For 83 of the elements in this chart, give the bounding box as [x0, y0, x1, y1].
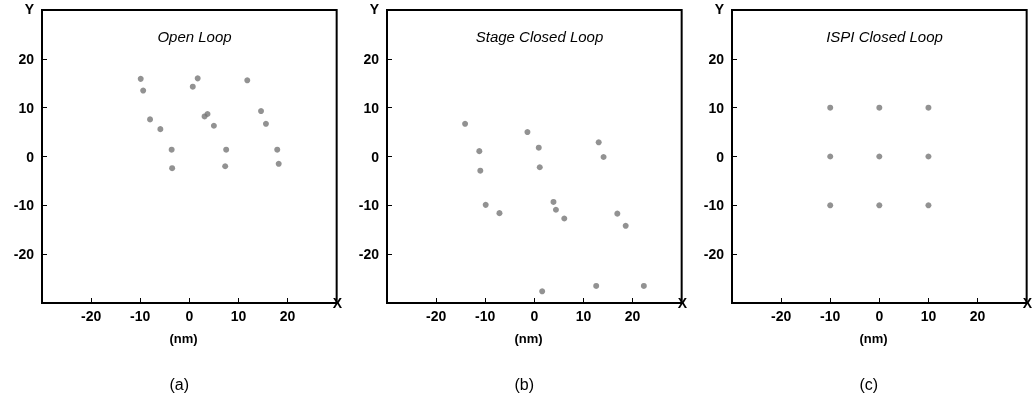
point — [876, 202, 883, 209]
text: Stage Closed Loop — [475, 28, 604, 45]
point — [462, 120, 469, 127]
point — [223, 146, 230, 153]
x-tick-label: -20 — [425, 308, 447, 324]
point — [552, 206, 559, 213]
y-tick-label: 0 — [371, 148, 380, 165]
point — [496, 210, 503, 217]
point — [595, 139, 602, 146]
point — [593, 282, 600, 289]
point — [476, 148, 483, 155]
x-tick-label: 20 — [624, 308, 641, 324]
y-tick-label: -10 — [358, 197, 380, 214]
point — [244, 77, 251, 84]
y-axis-title: Y — [714, 1, 725, 17]
x-tick-label: 10 — [920, 308, 937, 324]
text: (c) — [859, 375, 879, 393]
y-tick-label: -20 — [13, 246, 35, 263]
point — [524, 129, 531, 136]
text: (nm) — [169, 331, 198, 346]
x-tick-label: 0 — [530, 308, 539, 324]
y-tick-label: 0 — [26, 148, 35, 165]
y-tick-label: 10 — [18, 99, 35, 116]
point — [614, 210, 621, 217]
x-tick-label: -20 — [80, 308, 102, 324]
y-tick-label: -10 — [703, 197, 725, 214]
point — [535, 144, 542, 151]
point — [275, 160, 282, 167]
point — [640, 282, 647, 289]
point — [925, 104, 932, 111]
point — [876, 104, 883, 111]
y-tick-label: 20 — [708, 50, 725, 67]
y-axis-title: Y — [24, 1, 35, 17]
point — [262, 120, 269, 127]
y-tick-label: -20 — [703, 246, 725, 263]
y-tick-label: 20 — [363, 50, 380, 67]
text: ISPI Closed Loop — [826, 28, 943, 45]
x-tick-label: -20 — [770, 308, 792, 324]
point — [622, 222, 629, 229]
y-tick-label: -10 — [13, 197, 35, 214]
x-tick-label: 0 — [185, 308, 194, 324]
point — [539, 288, 546, 295]
point — [600, 153, 607, 160]
point — [140, 87, 147, 94]
y-tick-label: 20 — [18, 50, 35, 67]
y-tick-label: 10 — [363, 99, 380, 116]
y-tick-label: 10 — [708, 99, 725, 116]
point — [550, 198, 557, 205]
point — [827, 104, 834, 111]
point — [827, 202, 834, 209]
point — [925, 153, 932, 160]
point — [827, 153, 834, 160]
point — [258, 108, 265, 115]
x-tick-label: 20 — [279, 308, 296, 324]
y-tick-label: -20 — [358, 246, 380, 263]
point — [210, 122, 217, 129]
point — [222, 163, 229, 170]
point — [147, 116, 154, 123]
text: Open Loop — [157, 28, 232, 45]
point — [925, 202, 932, 209]
point — [477, 167, 484, 174]
point — [157, 126, 164, 133]
x-tick-label: 10 — [230, 308, 247, 324]
x-tick-label: -10 — [130, 308, 151, 324]
point — [168, 146, 175, 153]
point — [194, 75, 201, 82]
text: (a) — [169, 375, 190, 393]
x-tick-label: 20 — [969, 308, 986, 324]
text: (nm) — [859, 331, 888, 346]
text: (nm) — [514, 331, 543, 346]
point — [169, 165, 176, 172]
x-tick-label: 0 — [875, 308, 884, 324]
point — [274, 146, 281, 153]
x-tick-label: 10 — [575, 308, 592, 324]
point — [137, 75, 144, 82]
point — [536, 164, 543, 171]
x-tick-label: -10 — [820, 308, 841, 324]
y-tick-label: 0 — [716, 148, 725, 165]
x-tick-label: -10 — [475, 308, 496, 324]
text: (b) — [514, 375, 535, 393]
point — [189, 83, 196, 90]
y-axis-title: Y — [369, 1, 380, 17]
point — [482, 201, 489, 208]
